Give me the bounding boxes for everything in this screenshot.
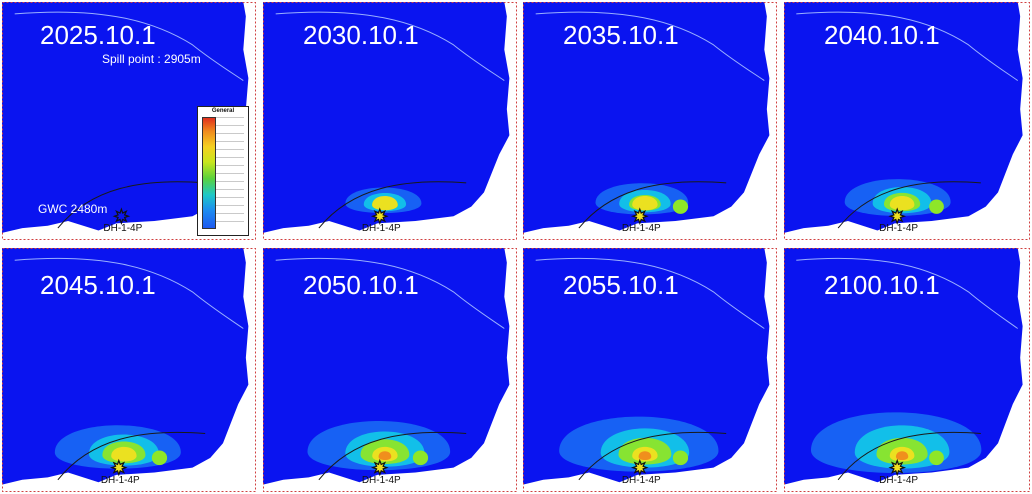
map-panel: 2045.10.1 DH-1-4P bbox=[2, 248, 256, 492]
map-frame bbox=[523, 2, 777, 240]
date-label: 2045.10.1 bbox=[40, 270, 156, 300]
well-label: DH-1-4P bbox=[879, 223, 919, 235]
saturation-map bbox=[523, 248, 777, 492]
saturation-map bbox=[263, 248, 517, 492]
reservoir-area bbox=[523, 2, 770, 233]
sun-burst-well-icon bbox=[630, 458, 649, 477]
saturation-map bbox=[2, 2, 256, 240]
co2-plume-layer bbox=[111, 446, 137, 462]
gwc-contour bbox=[318, 431, 467, 481]
co2-plume-lobe bbox=[929, 199, 944, 214]
saturation-map bbox=[2, 248, 256, 492]
spill-point-label: Spill point : 2905m bbox=[102, 52, 201, 66]
structure-contour bbox=[796, 257, 1018, 329]
co2-plume-layer bbox=[632, 195, 658, 211]
sun-burst-well-icon bbox=[109, 458, 128, 477]
structure-contour bbox=[14, 257, 244, 329]
map-panel: 2055.10.1 DH-1-4P bbox=[523, 248, 777, 492]
legend-title: General bbox=[211, 108, 235, 114]
date-label: 2055.10.1 bbox=[563, 270, 679, 300]
date-label: 2050.10.1 bbox=[303, 270, 419, 300]
map-frame bbox=[2, 2, 256, 240]
well-label: DH-1-4P bbox=[621, 474, 661, 486]
structure-contour bbox=[14, 11, 244, 81]
sun-burst-well-icon bbox=[112, 207, 131, 225]
saturation-map bbox=[784, 248, 1030, 492]
map-panel: 2025.10.1 DH-1-4P Spill point : 2905m GWC 2… bbox=[2, 2, 256, 240]
sun-burst-well-icon bbox=[888, 207, 907, 225]
gwc-contour bbox=[57, 431, 206, 481]
map-panel: 2040.10.1 DH-1-4P bbox=[784, 2, 1030, 240]
co2-plume-lobe bbox=[412, 450, 429, 466]
reservoir-area bbox=[2, 2, 249, 233]
gwc-contour bbox=[837, 181, 981, 229]
date-label: 2035.10.1 bbox=[563, 20, 679, 50]
map-panel: 2035.10.1 DH-1-4P bbox=[523, 2, 777, 240]
co2-plume-lobe bbox=[672, 450, 689, 466]
color-legend: General bbox=[197, 106, 249, 236]
saturation-map bbox=[263, 2, 517, 240]
co2-plume-layer bbox=[889, 195, 915, 211]
map-frame bbox=[784, 2, 1030, 240]
co2-plume-lobe bbox=[672, 199, 689, 214]
structure-contour bbox=[535, 11, 765, 81]
map-panel: 2030.10.1 DH-1-4P bbox=[263, 2, 517, 240]
date-label: 2040.10.1 bbox=[824, 20, 940, 50]
date-label: 2025.10.1 bbox=[40, 20, 156, 50]
gwc-label: GWC 2480m bbox=[38, 202, 108, 216]
co2-plume-lobe bbox=[929, 450, 944, 466]
sun-burst-well-icon bbox=[370, 458, 389, 477]
gwc-contour bbox=[837, 431, 981, 481]
legend-ticks bbox=[216, 117, 244, 229]
map-frame bbox=[263, 2, 517, 240]
co2-plume-lobe bbox=[151, 450, 168, 466]
gwc-contour bbox=[318, 181, 467, 229]
well-label: DH-1-4P bbox=[621, 223, 661, 235]
co2-plume-layer bbox=[638, 451, 652, 461]
map-panel: 2050.10.1 DH-1-4P bbox=[263, 248, 517, 492]
structure-contour bbox=[275, 257, 505, 329]
saturation-map bbox=[523, 2, 777, 240]
well-label: DH-1-4P bbox=[361, 223, 401, 235]
well-label: DH-1-4P bbox=[103, 223, 143, 235]
reservoir-area bbox=[263, 2, 510, 233]
sun-burst-well-icon bbox=[888, 458, 907, 477]
structure-contour bbox=[275, 11, 505, 81]
reservoir-area bbox=[784, 2, 1023, 233]
legend-color-bar bbox=[202, 117, 216, 229]
sun-burst-well-icon bbox=[630, 207, 649, 225]
map-panel: 2100.10.1 DH-1-4P bbox=[784, 248, 1030, 492]
co2-plume-layer bbox=[372, 195, 398, 211]
gwc-contour bbox=[578, 181, 727, 229]
structure-contour bbox=[535, 257, 765, 329]
date-label: 2030.10.1 bbox=[303, 20, 419, 50]
co2-plume-layer bbox=[895, 451, 909, 461]
saturation-map bbox=[784, 2, 1030, 240]
sun-burst-well-icon bbox=[370, 207, 389, 225]
well-label: DH-1-4P bbox=[879, 474, 919, 486]
reservoir-area bbox=[2, 248, 249, 485]
gwc-contour bbox=[57, 181, 206, 229]
date-label: 2100.10.1 bbox=[824, 270, 940, 300]
co2-plume-layer bbox=[378, 451, 392, 461]
well-label: DH-1-4P bbox=[100, 474, 140, 486]
reservoir-area bbox=[263, 248, 510, 485]
gwc-contour bbox=[578, 431, 727, 481]
well-label: DH-1-4P bbox=[361, 474, 401, 486]
structure-contour bbox=[796, 11, 1018, 81]
